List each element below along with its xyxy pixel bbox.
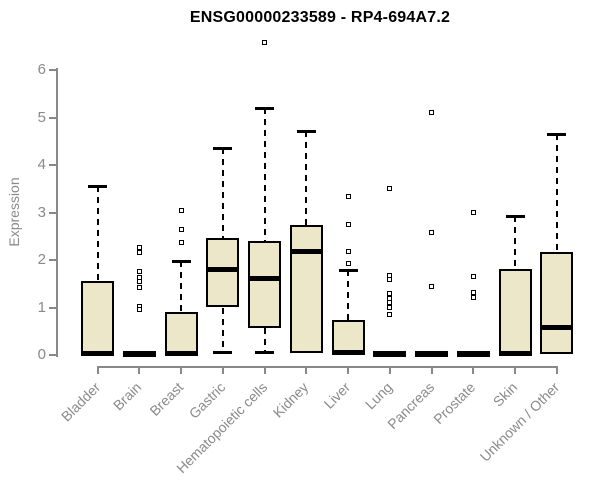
upper-whisker-line [263, 108, 266, 241]
outlier-point [429, 110, 434, 116]
x-axis-tick [514, 366, 516, 374]
outlier-point [387, 312, 393, 318]
y-axis-tick [49, 211, 56, 214]
outlier-point [178, 240, 184, 246]
median-line [373, 351, 407, 358]
outlier-point [387, 305, 393, 310]
median-line [81, 350, 114, 356]
boxplot-box [206, 237, 240, 308]
outlier-point [345, 194, 351, 200]
y-tick-label: 3 [37, 203, 46, 221]
upper-whisker-line [180, 261, 182, 313]
x-axis-tick [305, 366, 308, 374]
outlier-point [136, 279, 142, 285]
outlier-point [470, 274, 476, 280]
outlier-point [387, 276, 393, 282]
y-axis-tick [49, 164, 56, 166]
upper-whisker-cap [547, 133, 567, 137]
upper-whisker-line [555, 134, 558, 252]
outlier-point [136, 274, 142, 280]
outlier-point [470, 294, 476, 300]
y-axis-line [56, 68, 58, 357]
upper-whisker-cap [505, 214, 525, 218]
boxplot-box [164, 312, 198, 355]
median-line [331, 350, 365, 356]
lower-whisker-cap [213, 350, 233, 354]
x-axis-tick [430, 366, 433, 374]
x-axis-tick [472, 366, 475, 374]
outlier-point [262, 40, 267, 46]
y-tick-label: 5 [37, 108, 46, 126]
y-tick-label: 1 [37, 298, 46, 316]
boxplot-box [289, 225, 323, 353]
lower-whisker-line [263, 327, 266, 353]
upper-whisker-line [305, 130, 308, 226]
median-line [164, 350, 198, 356]
x-axis-tick [263, 366, 266, 374]
outlier-point [387, 295, 393, 301]
boxplot-box [81, 281, 114, 355]
outlier-point [387, 186, 393, 192]
upper-whisker-line [514, 215, 516, 269]
boxplot-box [540, 251, 574, 355]
outlier-point [429, 283, 434, 289]
outlier-point [470, 289, 476, 295]
x-axis-tick [96, 366, 99, 374]
outlier-point [345, 249, 351, 255]
outlier-point [136, 269, 142, 275]
chart-title: ENSG00000233589 - RP4-694A7.2 [189, 9, 451, 26]
median-line [540, 325, 574, 331]
upper-whisker-line [347, 269, 349, 321]
outlier-point [136, 244, 142, 250]
upper-whisker-cap [296, 129, 316, 133]
median-line [248, 275, 281, 281]
y-axis-tick [49, 354, 56, 356]
outlier-point [136, 284, 142, 290]
outlier-point [178, 226, 184, 232]
boxplot-box [331, 320, 365, 355]
y-tick-label: 6 [37, 61, 46, 78]
y-axis-tick [49, 259, 56, 261]
outlier-point [178, 207, 184, 213]
x-axis-tick [138, 366, 141, 374]
median-line [206, 267, 240, 272]
x-axis-tick [180, 366, 182, 374]
x-axis-tick [221, 366, 224, 374]
x-axis-line [96, 366, 558, 368]
boxplot-box [248, 241, 281, 328]
x-axis-tick [347, 366, 349, 374]
upper-whisker-line [221, 148, 224, 238]
x-axis-tick [388, 366, 391, 374]
y-axis-tick [49, 306, 56, 309]
boxplot-box [498, 268, 532, 355]
upper-whisker-line [96, 186, 99, 282]
y-axis-tick [49, 116, 56, 119]
y-tick-label: 0 [37, 346, 46, 363]
median-line [498, 350, 532, 356]
outlier-point [345, 221, 351, 227]
outlier-point [429, 229, 434, 235]
upper-whisker-cap [88, 185, 107, 189]
lower-whisker-line [221, 307, 224, 353]
outlier-point [345, 260, 351, 266]
upper-whisker-cap [171, 260, 191, 264]
y-axis-tick [49, 69, 56, 71]
outlier-point [136, 307, 142, 313]
outlier-point [470, 210, 476, 215]
lower-whisker-cap [255, 350, 274, 354]
upper-whisker-cap [213, 147, 233, 151]
upper-whisker-cap [255, 107, 274, 110]
y-tick-label: 2 [37, 251, 46, 268]
median-line [456, 351, 490, 358]
outlier-point [136, 250, 142, 256]
upper-whisker-cap [338, 268, 358, 272]
median-line [415, 351, 448, 358]
median-line [289, 248, 323, 254]
x-axis-tick [555, 366, 558, 374]
median-line [122, 351, 156, 358]
y-tick-label: 4 [37, 156, 46, 173]
outlier-point [387, 300, 393, 306]
outlier-point [387, 290, 393, 296]
